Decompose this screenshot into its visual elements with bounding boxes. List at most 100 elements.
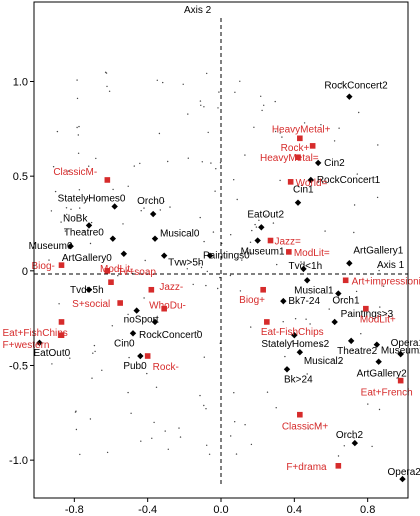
individual-dot <box>64 230 67 232</box>
individual-dot <box>108 90 111 93</box>
individual-dot <box>153 421 155 424</box>
black-category-point <box>151 235 159 242</box>
individual-dot <box>156 79 158 82</box>
black-category-label: StatelyHomes0 <box>58 193 126 204</box>
individual-dot <box>265 214 267 216</box>
individual-dot <box>89 418 92 420</box>
individual-dot <box>236 198 238 201</box>
individual-dot <box>199 216 201 219</box>
red-category-label: Eat-FishChips <box>261 327 324 338</box>
black-category-point <box>151 318 159 326</box>
y-tick-label: 0.5 <box>13 171 28 183</box>
individual-dot <box>351 349 354 352</box>
individual-dot <box>275 407 277 409</box>
black-category-label: noSport <box>124 315 159 326</box>
black-category-label: Orch2 <box>336 430 364 441</box>
individual-dot <box>250 252 252 254</box>
individual-dot <box>206 444 208 446</box>
x-tick-label: 0.4 <box>287 504 302 516</box>
axis2-label: Axis 2 <box>184 5 212 16</box>
individual-dot <box>92 352 94 354</box>
red-category-label: HeavyMetal+ <box>272 124 331 135</box>
red-category-label: WhoDu- <box>149 301 186 312</box>
red-category-label: Eat+French <box>361 388 413 399</box>
individual-dot <box>306 373 308 375</box>
axis-group: Axis 2 Axis 1 <box>34 5 408 484</box>
individual-dot <box>79 453 81 456</box>
individual-dot <box>48 259 50 261</box>
individual-dot <box>353 231 355 234</box>
individual-dot <box>239 290 242 292</box>
individual-dot <box>244 154 246 156</box>
red-category-point <box>286 249 292 255</box>
individual-dot <box>319 424 321 426</box>
red-category-point <box>117 300 123 306</box>
individual-dot <box>229 274 232 277</box>
black-category-label: Orch1 <box>332 296 360 307</box>
individual-dot <box>337 455 340 457</box>
black-category-label: ArtGallery1 <box>353 245 403 256</box>
individual-dot <box>155 386 158 388</box>
individual-dot <box>158 132 161 135</box>
black-category-label: ArtGallery2 <box>357 369 407 380</box>
individual-dot <box>77 152 80 154</box>
black-category-label: Musical1 <box>294 285 334 296</box>
individual-dot <box>235 453 238 455</box>
red-category-point <box>104 268 111 274</box>
individual-dot <box>76 126 78 129</box>
individual-dot <box>90 221 93 224</box>
individual-dot <box>367 403 369 405</box>
individual-dot <box>260 95 262 98</box>
black-category-label: Cin0 <box>114 338 135 349</box>
individual-dot <box>250 443 253 446</box>
individual-dot <box>371 445 373 448</box>
individual-dot <box>56 130 59 133</box>
individual-dot <box>197 330 199 332</box>
red-category-point <box>264 319 270 325</box>
individual-dot <box>303 122 306 124</box>
black-category-point <box>149 210 157 218</box>
individual-dot <box>255 226 258 228</box>
red-category-point <box>161 305 167 312</box>
individual-dot <box>127 185 129 187</box>
individual-dot <box>122 223 124 225</box>
red-category-label: World= <box>296 178 328 189</box>
individual-dot <box>98 198 101 200</box>
individual-dot <box>328 308 330 310</box>
individual-dot <box>219 276 221 279</box>
individual-dot <box>140 440 142 442</box>
black-category-point <box>314 159 322 167</box>
individual-dot <box>179 436 182 438</box>
red-category-point <box>148 286 155 293</box>
x-tick-label: 0.8 <box>360 504 375 516</box>
individual-dot <box>199 100 202 102</box>
individual-dot <box>378 269 380 272</box>
individual-dot <box>167 448 169 450</box>
individual-dot <box>201 161 203 163</box>
individual-dot <box>167 160 169 163</box>
black-category-point <box>133 307 140 314</box>
individual-dot <box>70 208 72 210</box>
individual-dot <box>143 207 145 209</box>
individual-dot <box>203 356 205 358</box>
individual-dot <box>251 229 253 232</box>
individual-dot <box>182 83 184 86</box>
black-category-point <box>291 331 298 339</box>
individual-dot <box>54 190 57 193</box>
black-category-label: StatelyHomes2 <box>261 339 329 350</box>
individual-dot <box>94 350 96 353</box>
individual-dot <box>356 173 358 175</box>
red-category-label: ModLit+ <box>360 315 396 326</box>
red-category-point <box>108 279 114 285</box>
y-tick-label: -0.5 <box>9 360 28 372</box>
black-category-label: NoBk <box>63 213 88 224</box>
individual-dot <box>199 394 201 397</box>
red-category-label: Tv+soap <box>117 267 156 278</box>
red-category-label: Rock+ <box>281 143 310 154</box>
individual-dot <box>382 285 385 287</box>
individual-dot <box>75 428 78 431</box>
individual-dot <box>338 127 340 129</box>
individual-dot <box>58 303 60 305</box>
y-tick-label: -1.0 <box>9 455 28 467</box>
